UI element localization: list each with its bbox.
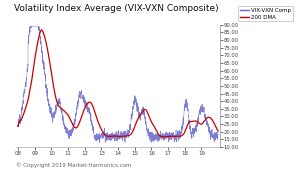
Legend: VIX-VXN Comp, 200 DMA: VIX-VXN Comp, 200 DMA xyxy=(238,6,293,21)
Text: © Copyright 2019 Market-Harmonics.com: © Copyright 2019 Market-Harmonics.com xyxy=(16,163,132,168)
Text: Volatility Index Average (VIX-VXN Composite): Volatility Index Average (VIX-VXN Compos… xyxy=(14,4,218,13)
